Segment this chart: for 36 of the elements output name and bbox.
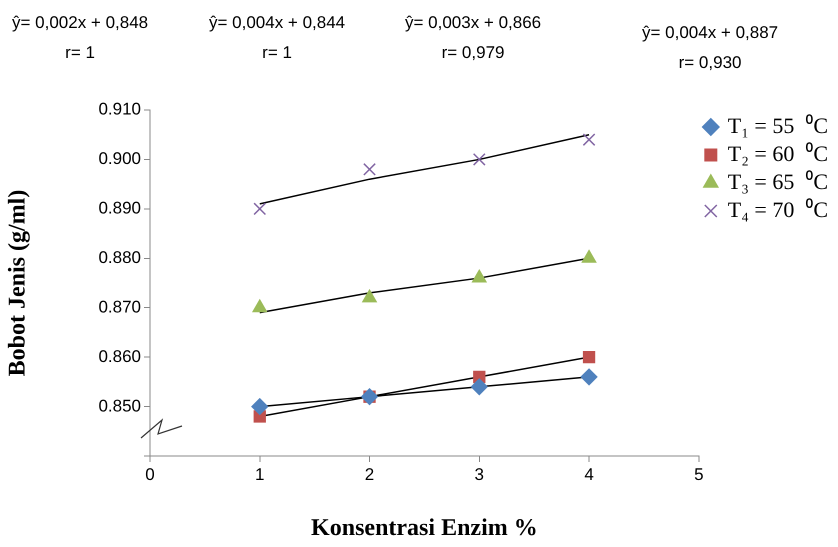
y-tick-label: 0.850 bbox=[98, 396, 141, 416]
point bbox=[470, 378, 488, 396]
x-tick-label: 5 bbox=[694, 464, 704, 484]
point bbox=[363, 162, 376, 176]
legend-label: T₁ = 55 ⁰C bbox=[728, 112, 828, 138]
y-tick-label: 0.890 bbox=[98, 198, 141, 218]
y-tick-label: 0.880 bbox=[98, 248, 141, 267]
legend-label: T₂ = 60 ⁰C bbox=[728, 140, 828, 166]
y-axis-title: Bobot Jenis (g/ml) bbox=[4, 190, 31, 376]
text: r= 0,979 bbox=[440, 42, 506, 64]
x-tick-label: 2 bbox=[364, 464, 374, 484]
text: ŷ= 0,003x + 0,866 bbox=[405, 12, 542, 34]
point bbox=[361, 388, 378, 406]
point bbox=[472, 153, 486, 166]
x-tick-label: 0 bbox=[145, 464, 155, 484]
y-tick-label: 0.860 bbox=[98, 346, 141, 366]
point bbox=[253, 202, 266, 216]
text: ŷ= 0,002x + 0,848 bbox=[12, 12, 148, 34]
text: r= 1 bbox=[64, 42, 96, 64]
x-tick-label: 1 bbox=[255, 464, 264, 484]
x-tick-label: 3 bbox=[474, 464, 484, 484]
point bbox=[582, 133, 596, 146]
text: r= 0,930 bbox=[678, 52, 742, 74]
text: ŷ= 0,004x + 0,887 bbox=[642, 22, 778, 44]
point bbox=[582, 350, 596, 364]
y-tick-label: 0.910 bbox=[98, 100, 141, 119]
x-tick-label: 4 bbox=[584, 464, 594, 484]
text: ŷ= 0,004x + 0,844 bbox=[209, 12, 346, 34]
legend-label: T₃ = 65 ⁰C bbox=[728, 168, 828, 194]
point bbox=[251, 398, 268, 416]
legend-label: T₄ = 70 ⁰C bbox=[728, 196, 828, 222]
point bbox=[580, 368, 598, 386]
x-axis-title: Konsentrasi Enzim % bbox=[311, 514, 538, 541]
y-tick-label: 0.900 bbox=[98, 149, 141, 168]
y-tick-label: 0.870 bbox=[98, 297, 141, 316]
text: r= 1 bbox=[261, 42, 293, 64]
